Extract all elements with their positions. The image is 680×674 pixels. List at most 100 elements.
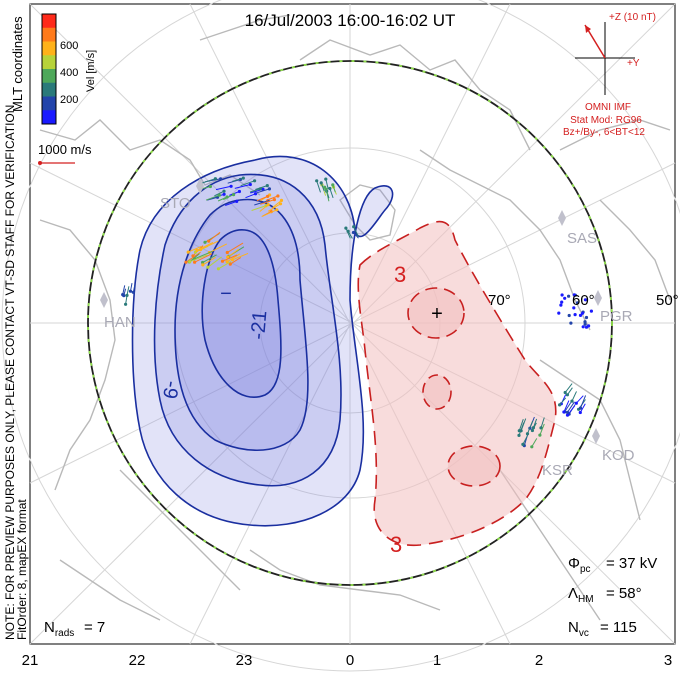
colorbar-segment — [42, 55, 56, 70]
velocity-vector — [254, 200, 269, 206]
velocity-vector — [329, 188, 334, 199]
velocity-vector — [256, 188, 270, 194]
lambda-hm-value: = 58° — [606, 585, 642, 602]
velocity-vector — [559, 397, 567, 406]
velocity-vector — [207, 196, 218, 201]
velocity-vector — [566, 401, 575, 413]
colorbar-segment — [42, 69, 56, 84]
vector-origin — [559, 303, 563, 307]
velocity-vector — [347, 230, 353, 239]
imf-y-label: +Y — [627, 58, 640, 69]
map-title: 16/Jul/2003 16:00-16:02 UT — [245, 11, 456, 30]
velocity-vector — [540, 417, 545, 429]
lat-label-70: 70° — [488, 292, 511, 309]
mlt-tick-22: 22 — [129, 652, 146, 669]
vector-origin — [589, 309, 594, 313]
vector-origin — [219, 177, 223, 181]
station-ksr: KSR — [542, 462, 573, 479]
stats-panel: Φpc = 37 kV ΛHM = 58° Nvc = 115 Nrads = … — [44, 555, 657, 639]
velocity-vector — [522, 435, 529, 445]
fit-order-note: FitOrder: 8, mapEX format — [15, 499, 29, 640]
imf-clock: +Z (10 nT) +Y OMNI IMF Stat Mod: RG96 Bz… — [563, 12, 656, 138]
vector-origin — [584, 315, 589, 320]
velocity-vector — [564, 383, 573, 393]
svg-text:KOD: KOD — [602, 447, 635, 464]
velocity-vector — [215, 185, 232, 191]
svg-text:STO: STO — [160, 195, 191, 212]
velocity-vector — [564, 402, 572, 413]
mlt-tick-23: 23 — [236, 652, 253, 669]
vector-origin — [573, 313, 577, 317]
velocity-vector — [345, 227, 351, 239]
mlt-tick-21: 21 — [22, 652, 39, 669]
velocity-vector — [259, 204, 269, 212]
imf-caption: OMNI IMF — [585, 102, 631, 113]
colorbar-segment — [42, 82, 56, 97]
pos-max-marker: + — [431, 303, 443, 325]
velocity-vector — [217, 196, 228, 202]
station-sto: STO — [160, 178, 204, 212]
colorbar-segment — [42, 96, 56, 111]
velocity-vector — [189, 254, 208, 263]
velocity-vector — [207, 256, 222, 268]
svg-text:HAN: HAN — [104, 314, 136, 331]
mlt-tick-3: 3 — [664, 652, 672, 669]
vector-origin — [575, 301, 580, 305]
colorbar-segment — [42, 110, 56, 125]
vector-origin — [567, 294, 571, 298]
svg-text:PGR: PGR — [600, 308, 633, 325]
lat-label-50: 50° — [656, 292, 679, 309]
station-kod: KOD — [592, 428, 635, 464]
vector-origin — [572, 293, 576, 297]
velocity-vector — [325, 178, 329, 190]
radar-stations: STO HAN SAS PGR KOD KSR — [100, 178, 635, 479]
velocity-scale-label: 1000 m/s — [38, 142, 92, 157]
vector-origin — [261, 187, 265, 191]
velocity-vector — [208, 231, 221, 242]
velocity-vectors — [121, 176, 594, 449]
coordinate-system-label: MLT coordinates — [10, 16, 25, 112]
vector-origin — [578, 313, 583, 317]
vector-origin — [581, 325, 585, 329]
neg-contour-outer — [131, 155, 394, 527]
velocity-vector — [232, 252, 249, 261]
vector-origin — [580, 311, 585, 315]
velocity-vector — [245, 193, 256, 199]
velocity-vector — [202, 256, 216, 266]
svg-text:SAS: SAS — [567, 230, 597, 247]
vector-origin — [560, 300, 564, 304]
velocity-vector — [532, 418, 538, 428]
velocity-vector — [256, 195, 268, 202]
mlt-tick-0: 0 — [346, 652, 354, 669]
velocity-vector — [527, 420, 534, 434]
colorbar-segment — [42, 14, 56, 29]
vector-origin — [567, 313, 571, 318]
svg-text:KSR: KSR — [542, 462, 573, 479]
vector-origin — [315, 179, 319, 183]
mlt-tick-1: 1 — [433, 652, 441, 669]
mlt-axis: 21 22 23 0 1 2 3 — [22, 652, 673, 669]
colorbar-tick-200: 200 — [60, 94, 78, 106]
velocity-vector — [316, 180, 321, 193]
neg-contour-4 — [201, 229, 282, 398]
velocity-vector — [539, 423, 545, 436]
vector-origin — [560, 293, 564, 297]
velocity-vector — [232, 177, 244, 182]
vector-origin — [213, 177, 217, 181]
vector-origin — [583, 322, 587, 326]
velocity-vector — [225, 200, 237, 206]
lat-label-60: 60° — [572, 292, 595, 309]
velocity-vector — [185, 251, 201, 263]
vector-origin — [222, 192, 226, 196]
velocity-vector — [353, 226, 360, 238]
pos-label-top: 3 — [394, 262, 406, 287]
velocity-vector — [567, 405, 576, 416]
vector-origin — [569, 321, 573, 325]
velocity-vector — [353, 232, 359, 239]
velocity-vector — [255, 185, 268, 190]
colorbar-segment — [42, 41, 56, 56]
velocity-vector — [518, 419, 524, 431]
velocity-vector — [126, 286, 130, 296]
velocity-vector — [214, 190, 225, 197]
